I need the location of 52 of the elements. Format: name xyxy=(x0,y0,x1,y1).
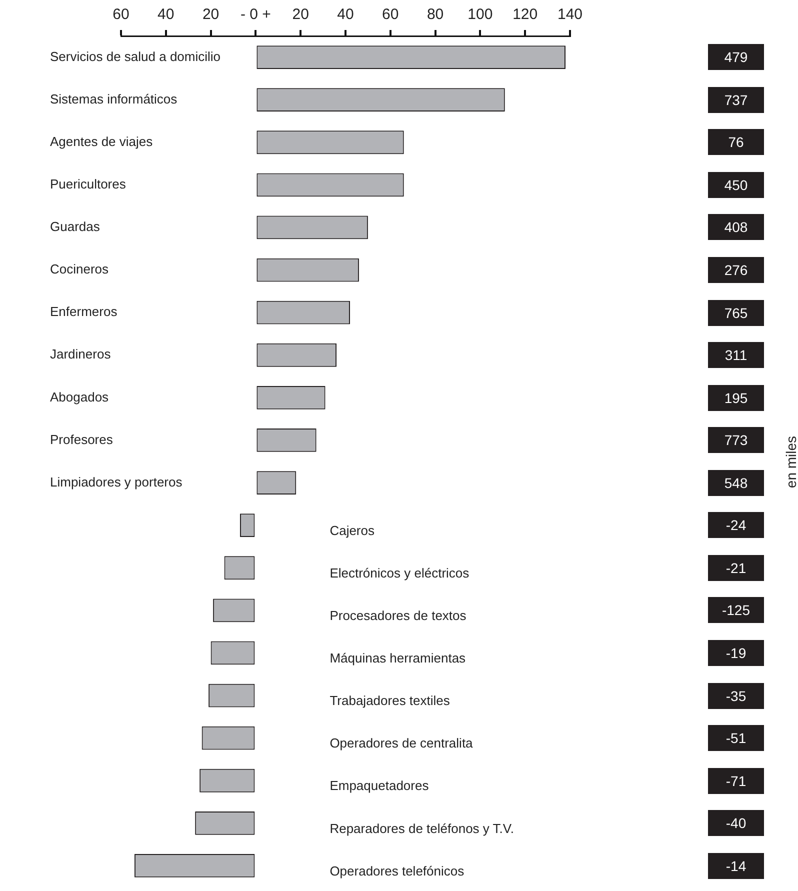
text: 311 xyxy=(708,342,764,368)
text: 76 xyxy=(708,129,764,156)
y-tick-label: Operadores de centralita xyxy=(330,736,474,751)
x-tick-label: 80 xyxy=(426,6,444,24)
text: -24 xyxy=(708,512,764,538)
text: 195 xyxy=(708,384,764,411)
y-tick-label: Reparadores de teléfonos y T.V. xyxy=(330,820,514,836)
y-tick-label: Empaquetadores xyxy=(330,778,430,794)
y-tick-label: Limpiadores y porteros xyxy=(50,474,183,490)
text: -35 xyxy=(708,682,764,709)
y-tick-label: Abogados xyxy=(50,389,110,404)
x-tick-label: 20 xyxy=(292,6,309,24)
y-tick-label: Cocineros xyxy=(50,262,110,277)
y-tick-label: Jardineros xyxy=(50,346,112,362)
text: -40 xyxy=(708,810,764,836)
y-tick-label: Electrónicos y eléctricos xyxy=(330,565,470,580)
x-tick-label: 60 xyxy=(382,6,399,24)
text: -19 xyxy=(708,640,764,666)
y-tick-label: Profesores xyxy=(50,432,114,447)
y-tick-label: Procesadores de textos xyxy=(330,608,467,624)
y-tick-label: Sistemas informáticos xyxy=(50,91,178,106)
x-tick-label: 20 xyxy=(202,6,220,24)
y-tick-label: Agentes de viajes xyxy=(50,134,154,149)
x-tick-label: 60 xyxy=(112,6,130,24)
text: 765 xyxy=(708,300,764,326)
text: 276 xyxy=(708,257,764,284)
text: en miles xyxy=(783,435,798,488)
y-tick-label: Trabajadores textiles xyxy=(330,693,450,708)
text: -125 xyxy=(708,597,764,624)
x-tick-label: - 0 + xyxy=(240,6,272,24)
text: -51 xyxy=(708,725,764,752)
y-tick-label: Guardas xyxy=(50,219,100,234)
y-tick-label: Enfermeros xyxy=(50,304,118,320)
text: 548 xyxy=(708,470,764,496)
y-tick-label: Puericultores xyxy=(50,176,126,192)
y-tick-label: Operadores telefónicos xyxy=(330,863,465,878)
text: 773 xyxy=(708,427,764,454)
text: 737 xyxy=(708,86,764,113)
text: -71 xyxy=(708,768,764,794)
text: -14 xyxy=(708,852,764,879)
text: 479 xyxy=(708,44,764,70)
y-tick-label: Cajeros xyxy=(330,522,375,538)
x-tick-label: 140 xyxy=(557,6,583,24)
x-tick-label: 120 xyxy=(512,6,538,24)
y-tick-label: Servicios de salud a domicilio xyxy=(50,48,221,64)
text: 408 xyxy=(708,214,764,240)
text: 450 xyxy=(708,172,764,198)
x-tick-label: 100 xyxy=(468,6,493,24)
x-tick-label: 40 xyxy=(158,6,174,24)
y-tick-label: Máquinas herramientas xyxy=(330,650,466,666)
text: -21 xyxy=(708,554,764,581)
x-tick-label: 40 xyxy=(337,6,354,24)
